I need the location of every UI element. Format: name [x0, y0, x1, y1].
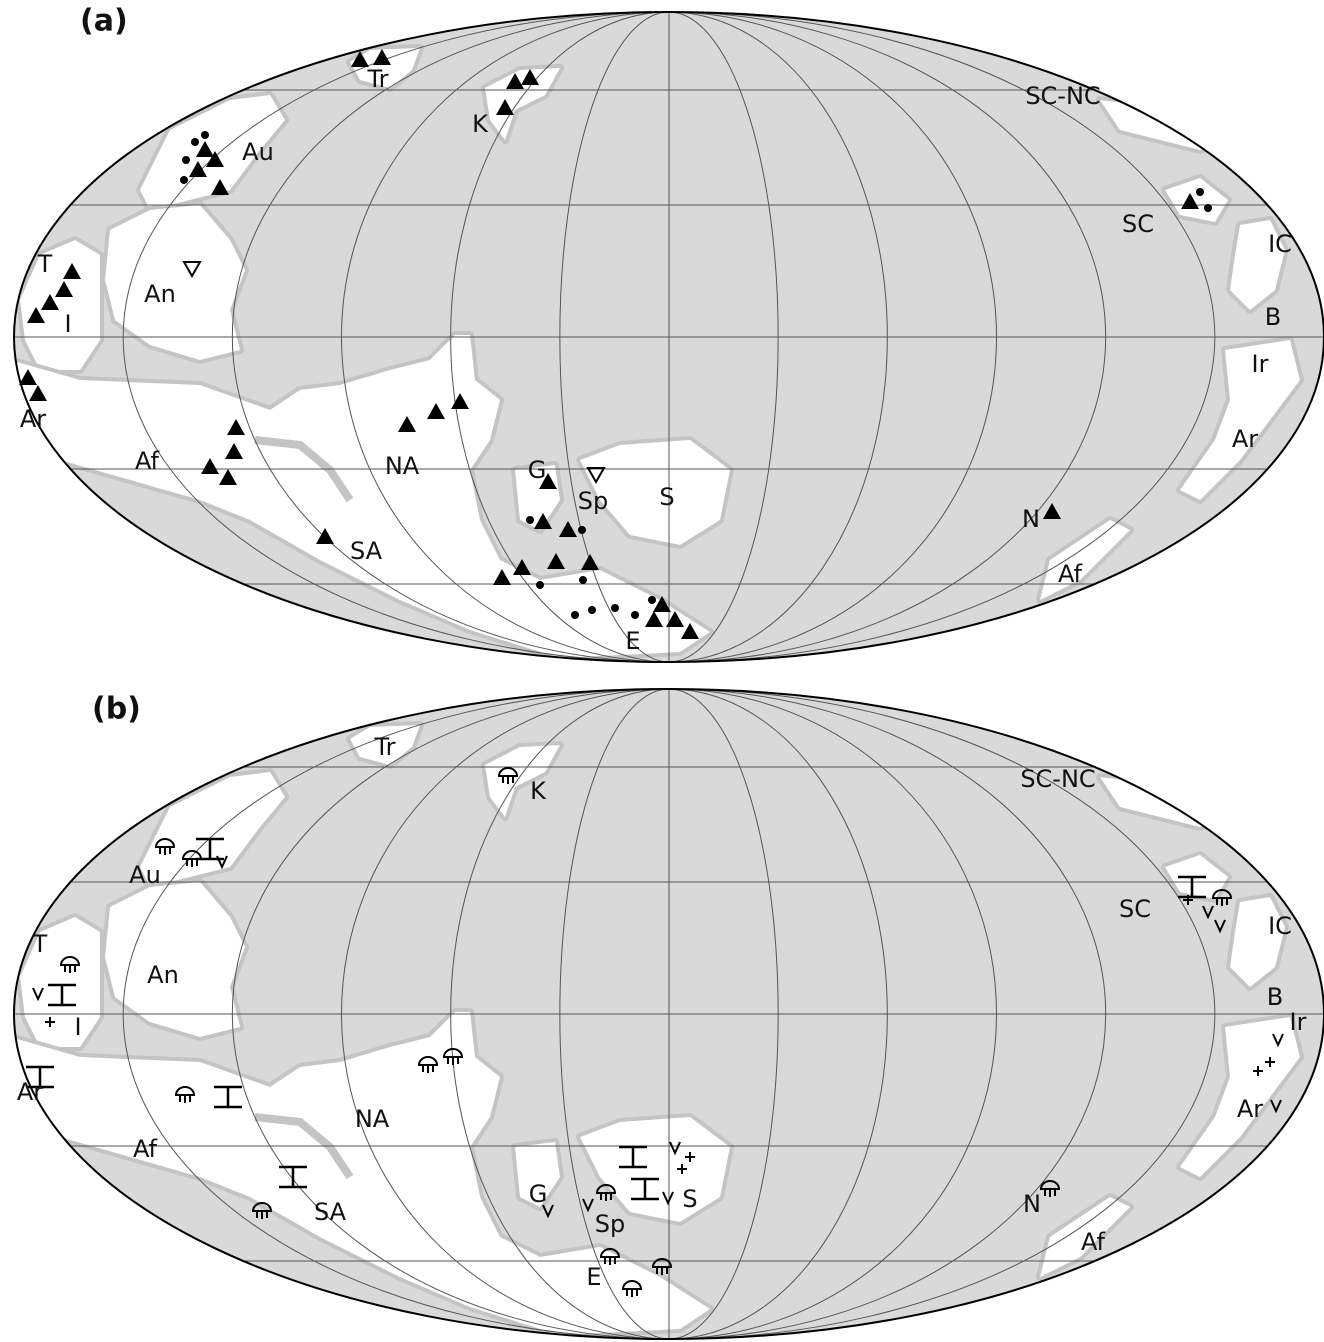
region-label: K [472, 110, 489, 138]
figure: (a) TrKSC-NCAuSCICTAnIBIrArArAfNAGSpSSAN… [0, 0, 1324, 1342]
region-label: An [147, 961, 179, 989]
region-label: N [1023, 1190, 1041, 1218]
region-label: Au [242, 138, 274, 166]
region-label: IC [1268, 912, 1292, 940]
region-label: Af [133, 1135, 158, 1163]
region-label: S [659, 483, 674, 511]
region-label: B [1267, 983, 1283, 1011]
region-label: I [74, 1013, 81, 1041]
region-label: Ar [1237, 1095, 1263, 1123]
region-label: Af [1081, 1228, 1106, 1256]
region-label: SC [1119, 895, 1151, 923]
region-label: Ir [1290, 1008, 1307, 1036]
region-label: E [586, 1263, 601, 1291]
region-label: Tr [367, 65, 389, 93]
map-a [10, 12, 1324, 662]
region-label: Af [135, 447, 160, 475]
map-b [10, 689, 1324, 1339]
region-label: NA [355, 1105, 390, 1133]
panel-a: (a) Tr K SC-NC Au SC IC T An I B Ir Ar Ar Af NA G Sp S SA N… [10, 4, 1324, 663]
region-label: SC-NC [1025, 82, 1100, 110]
region-label: S [682, 1185, 697, 1213]
region-label: Sp [578, 487, 608, 515]
region-label: E [625, 627, 640, 655]
region-label: G [528, 456, 547, 484]
region-label: Au [129, 861, 161, 889]
region-label: Tr [374, 733, 396, 761]
region-label: Sp [595, 1210, 625, 1238]
region-label: Af [1058, 560, 1083, 588]
region-label: I [64, 310, 71, 338]
region-label: IC [1268, 230, 1292, 258]
region-label: SC [1122, 210, 1154, 238]
region-label: SC-NC [1020, 765, 1095, 793]
region-label: NA [385, 452, 420, 480]
region-label: T [32, 930, 48, 958]
region-label: An [144, 280, 176, 308]
region-label: N [1022, 505, 1040, 533]
region-label: K [530, 777, 547, 805]
region-label: Ir [1252, 350, 1269, 378]
panel-b: (b) Tr K SC-NC Au SC IC T An I BIr Ar Ar Af NA G Sp S SA N… [10, 689, 1324, 1339]
region-label: SA [350, 537, 383, 565]
region-label: SA [314, 1198, 347, 1226]
region-label: Ar [20, 405, 46, 433]
region-label: Ar [17, 1078, 43, 1106]
region-label: B [1265, 303, 1281, 331]
panel-label: (a) [80, 4, 128, 39]
region-label: Ar [1232, 425, 1258, 453]
region-label: T [37, 250, 53, 278]
panel-label: (b) [92, 692, 141, 727]
region-label: G [529, 1180, 548, 1208]
